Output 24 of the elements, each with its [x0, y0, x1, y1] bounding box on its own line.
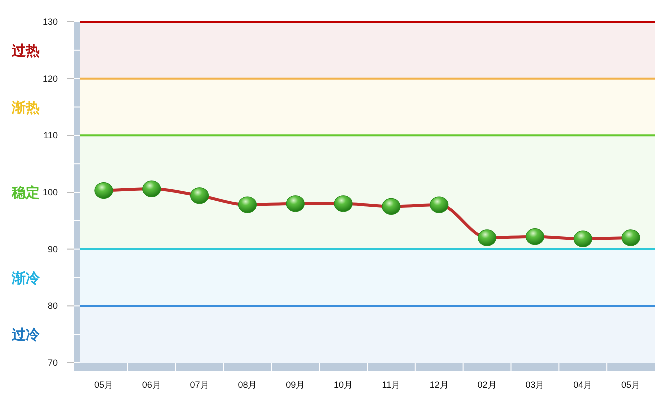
- x-tick-label: 02月: [478, 380, 497, 390]
- x-tick-label: 04月: [574, 380, 593, 390]
- y-tick-label: 80: [48, 301, 58, 312]
- y-tick-label: 110: [44, 130, 58, 141]
- band-label: 稳定: [11, 184, 40, 200]
- x-tick-label: 10月: [334, 380, 354, 390]
- y-tick-label: 120: [42, 74, 58, 84]
- x-tick-label: 07月: [190, 380, 210, 390]
- band-label: 渐冷: [11, 270, 41, 286]
- x-tick-label: 11月: [382, 380, 401, 390]
- y-tick-label: 130: [42, 17, 58, 27]
- x-tick-label: 03月: [526, 380, 545, 390]
- band-label: 渐热: [11, 99, 40, 116]
- x-tick-label: 09月: [286, 380, 306, 390]
- band-label: 过冷: [11, 326, 41, 343]
- x-tick-label: 08月: [238, 380, 258, 390]
- x-tick-label: 12月: [430, 380, 449, 390]
- y-tick-label: 70: [48, 358, 58, 368]
- band-label: 过热: [11, 42, 40, 58]
- x-tick-label: 05月: [622, 380, 641, 390]
- y-tick-label: 100: [42, 188, 58, 198]
- x-tick-label: 06月: [142, 380, 162, 390]
- y-tick-label: 90: [48, 244, 58, 254]
- x-tick-label: 05月: [94, 380, 114, 390]
